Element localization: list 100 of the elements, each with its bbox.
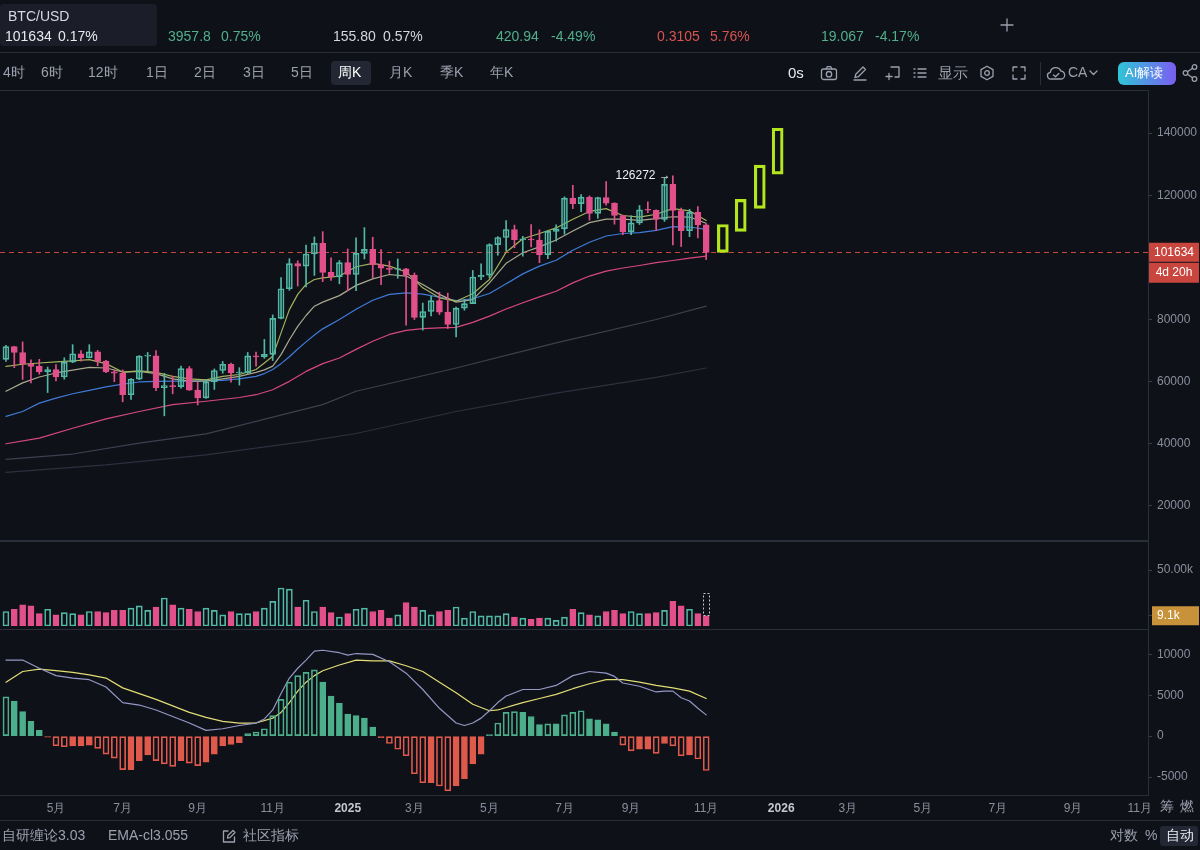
x-tick-label: 5月 [480,800,499,815]
bar [10,608,18,626]
x-tick-label: 7月 [113,800,132,815]
text: 筹 [1160,798,1174,814]
text: EMA-cl3.055 [108,827,189,843]
y-tick-label: 50.00k [1157,562,1195,577]
candlestick [252,351,260,367]
bar [677,605,685,626]
bar [10,700,18,736]
text: 年K [490,64,514,80]
candlestick [377,249,385,286]
bar [411,606,418,626]
text: CA [1068,64,1088,80]
y-tick-label: 9.1k [1157,608,1181,623]
text: 420.94 [496,28,539,44]
text: 4d 20h [1155,265,1193,280]
text: 显示 [938,63,968,81]
bar [611,610,618,626]
bar [336,703,343,736]
bar [536,724,543,736]
bar [19,711,26,736]
text: 自动 [1166,827,1194,843]
bar [110,610,118,626]
text: 3957.8 [168,28,211,44]
bar [652,612,660,626]
text: 12时 [88,64,118,80]
bar [569,608,577,626]
bar [194,611,202,626]
text: 自研缠论3.03 [2,827,86,843]
bar [586,614,593,626]
bar [144,736,151,756]
y-tick-label: 140000 [1157,125,1198,140]
bar [619,613,627,626]
bar [519,712,527,736]
text: 0.17% [58,28,98,44]
bar [344,713,352,736]
candlestick [644,201,652,214]
x-tick-label: 2026 [767,800,795,815]
bar [586,718,593,736]
x-tick-label: 7月 [988,800,1008,815]
text: 月K [389,64,413,80]
x-tick-label: 11月 [1127,800,1152,815]
text: AI解读 [1125,64,1164,80]
y-tick-label: 80000 [1157,311,1191,326]
y-tick-label: 5000 [1157,687,1185,702]
text: 社区指标 [243,827,299,843]
bar [319,681,327,736]
x-tick-label: 9月 [188,800,208,815]
text: 0.75% [221,28,261,44]
x-tick-label: 9月 [1063,800,1083,815]
candlestick [294,260,302,287]
text: BTC/USD [8,8,70,24]
text: 6时 [41,64,63,80]
y-tick-label: -5000 [1157,769,1189,784]
bar [436,611,443,626]
bar [136,736,143,761]
bar [636,736,643,750]
text: 101634 [5,28,52,44]
text: -4.49% [551,28,596,44]
x-tick-label: 7月 [555,800,574,815]
text: -4.17% [875,28,920,44]
y-tick-label: 120000 [1157,187,1198,202]
candlestick [527,224,535,248]
bar [703,593,710,616]
text: 19.067 [821,28,864,44]
text: 对数 [1110,827,1138,843]
text: 0.3105 [657,28,700,44]
bar [211,736,218,755]
x-tick-label: 5月 [46,800,66,815]
text: 4时 [3,64,25,80]
bar [35,613,43,626]
text: 1日 [146,64,168,80]
bar [94,611,101,626]
bar [444,610,452,626]
bar [344,613,352,626]
bar [294,606,302,626]
text: 0.57% [383,28,423,44]
ref-line-label: 101634 [1153,244,1195,259]
bar [361,717,368,736]
x-tick-label: 11月 [260,800,285,815]
bar [644,736,652,750]
bar [186,608,193,626]
x-tick-label: 9月 [621,800,641,815]
bar [469,736,477,765]
candlestick [569,185,577,209]
x-tick-label: 2025 [334,800,362,815]
text: 155.80 [333,28,376,44]
y-tick-label: 20000 [1157,498,1191,513]
x-tick-label: 3月 [838,800,858,815]
text: 5日 [291,64,313,80]
text: 燃 [1180,798,1194,814]
bar [119,610,126,626]
bar [319,606,327,626]
text: 周K [338,64,362,80]
bar [594,719,602,736]
bar [169,604,177,626]
text: 季K [440,64,464,80]
bar [369,611,377,626]
bar [461,736,468,779]
text: % [1145,827,1158,843]
